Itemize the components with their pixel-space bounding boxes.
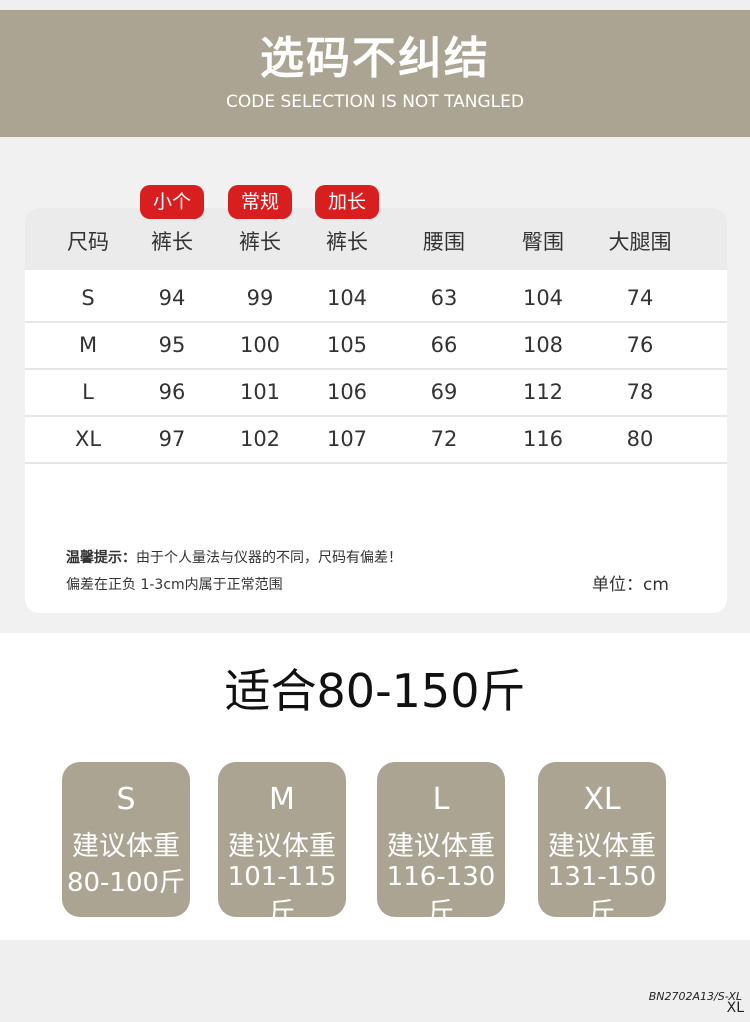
weight-card: L 建议体重 116-130斤 <box>377 762 505 928</box>
row-divider <box>25 321 727 323</box>
product-code: BN2702A13/S-XL <box>648 990 742 1003</box>
table-header <box>25 208 727 270</box>
header-band <box>0 10 750 137</box>
table-cell: 104 <box>326 286 368 310</box>
size-table: 尺码 裤长 裤长 裤长 腰围 臀围 大腿围 S 94 99 104 63 104 74 M 95 100 105 6… <box>25 208 727 613</box>
subtitle: CODE SELECTION IS NOT TANGLED <box>226 92 524 112</box>
table-cell: 97 <box>158 427 186 451</box>
table-cell: XL <box>74 427 102 451</box>
table-cell: S <box>81 286 95 310</box>
column-header: 裤长 <box>239 230 281 254</box>
card-range: 101-115斤 <box>227 862 337 928</box>
column-tag: 常规 <box>228 185 292 219</box>
unit: 单位：cm <box>592 575 669 595</box>
weight-card: XL 建议体重 131-150斤 <box>538 762 666 928</box>
card-size: S <box>116 782 136 817</box>
card-range: 116-130斤 <box>386 862 496 928</box>
table-cell: 107 <box>326 427 368 451</box>
card-range: 80-100斤 <box>66 868 186 898</box>
title: 选码不纠结 <box>260 33 490 84</box>
column-header: 腰围 <box>423 230 465 254</box>
table-cell: M <box>78 333 98 357</box>
note-label: 温馨提示： <box>66 550 136 566</box>
card-size: L <box>432 782 450 817</box>
table-cell: 116 <box>522 427 564 451</box>
card-label: 建议体重 <box>548 831 656 862</box>
column-header: 臀围 <box>522 230 564 254</box>
table-cell: 94 <box>158 286 186 310</box>
table-cell: 63 <box>430 286 458 310</box>
column-header: 裤长 <box>151 230 193 254</box>
card-label: 建议体重 <box>387 831 495 862</box>
table-cell: 95 <box>158 333 186 357</box>
table-cell: 76 <box>626 333 654 357</box>
note-text: 由于个人量法与仪器的不同，尺码有偏差！ <box>136 550 402 566</box>
card-label: 建议体重 <box>228 831 336 862</box>
table-cell: 105 <box>326 333 368 357</box>
card-label: 建议体重 <box>72 831 180 862</box>
column-tag: 加长 <box>315 185 379 219</box>
fit-title: 适合80-150斤 <box>224 664 526 718</box>
table-cell: 101 <box>239 380 281 404</box>
row-divider <box>25 368 727 370</box>
card-size: XL <box>583 782 621 817</box>
table-cell: 78 <box>626 380 654 404</box>
size-code: XL <box>726 1000 744 1016</box>
weight-card: M 建议体重 101-115斤 <box>218 762 346 928</box>
table-cell: 74 <box>626 286 654 310</box>
table-cell: 72 <box>430 427 458 451</box>
card-size: M <box>269 782 295 817</box>
column-header: 尺码 <box>67 230 109 254</box>
table-cell: 106 <box>326 380 368 404</box>
table-cell: 99 <box>246 286 274 310</box>
column-header: 裤长 <box>326 230 368 254</box>
column-tag: 小个 <box>140 185 204 219</box>
card-range: 131-150斤 <box>547 862 657 928</box>
row-divider <box>25 462 727 464</box>
table-cell: 108 <box>522 333 564 357</box>
table-cell: 102 <box>239 427 281 451</box>
weight-card: S 建议体重 80-100斤 <box>62 762 190 917</box>
table-cell: L <box>82 380 94 404</box>
note-line: 偏差在正负 1-3cm内属于正常范围 <box>66 577 283 593</box>
table-cell: 100 <box>239 333 281 357</box>
row-divider <box>25 415 727 417</box>
note-line: 温馨提示：由于个人量法与仪器的不同，尺码有偏差！ <box>66 547 402 567</box>
table-cell: 104 <box>522 286 564 310</box>
table-cell: 96 <box>158 380 186 404</box>
table-cell: 69 <box>430 380 458 404</box>
table-cell: 80 <box>626 427 654 451</box>
column-header: 大腿围 <box>608 230 672 254</box>
table-cell: 66 <box>430 333 458 357</box>
table-cell: 112 <box>522 380 564 404</box>
